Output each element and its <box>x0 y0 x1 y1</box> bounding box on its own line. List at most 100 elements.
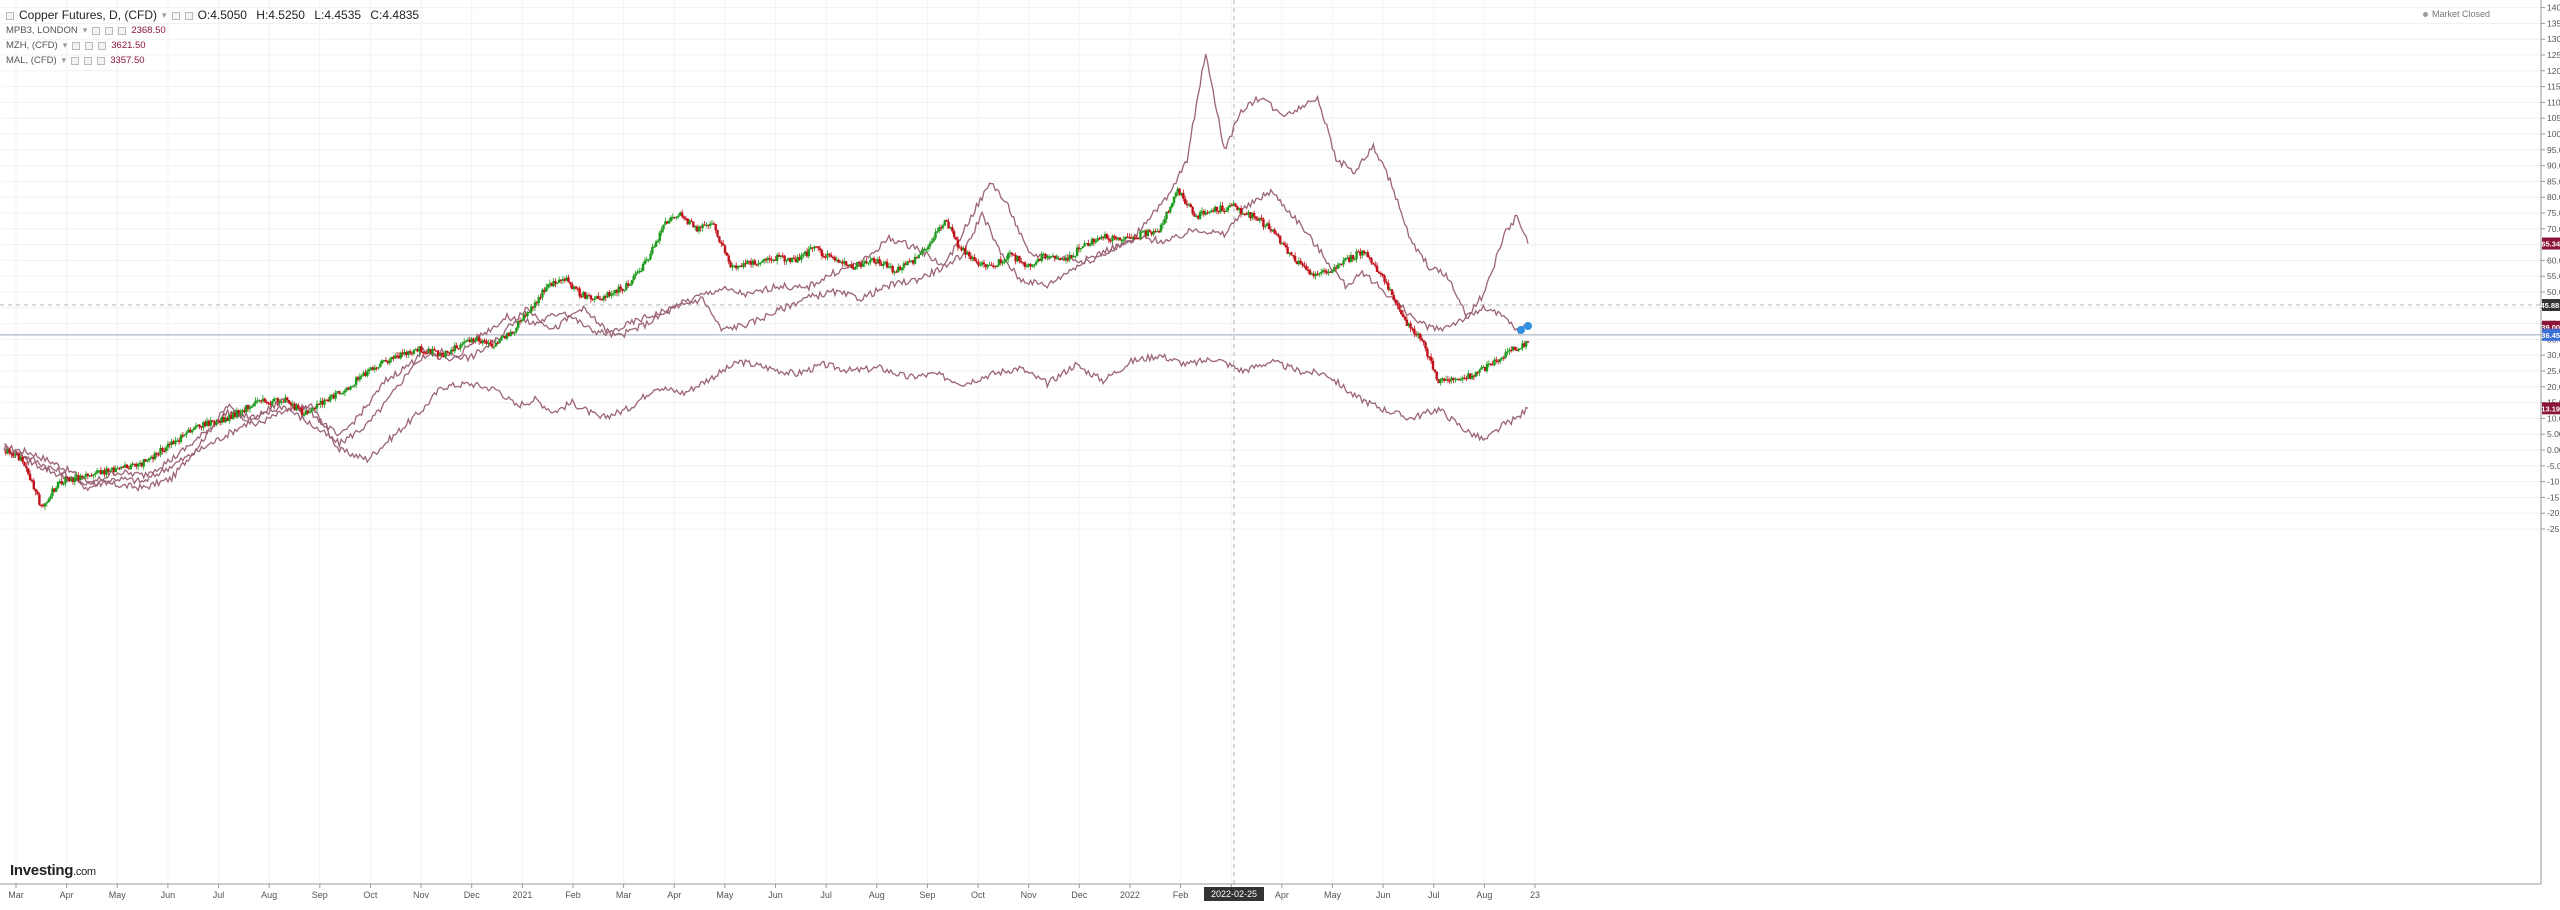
candle-body <box>591 299 594 301</box>
candle-body <box>79 475 82 481</box>
close-icon[interactable] <box>118 26 127 35</box>
candle-body <box>209 420 213 426</box>
candle-body <box>498 340 501 344</box>
candle-body <box>703 224 706 226</box>
candle-body <box>224 417 227 423</box>
candle-body <box>697 226 701 232</box>
candle-body <box>751 260 755 265</box>
candle-body <box>593 298 596 300</box>
candle-body <box>1122 239 1125 241</box>
candle-body <box>694 226 697 228</box>
collapse-icon[interactable] <box>6 11 14 20</box>
candle-body <box>1150 231 1153 235</box>
eye-icon[interactable] <box>71 56 80 65</box>
candle-body <box>921 249 924 254</box>
y-tick-label: 90.00% <box>2547 161 2560 171</box>
candle-body <box>1137 238 1140 240</box>
candle-body <box>936 231 939 233</box>
candle-body <box>202 422 205 428</box>
candle-body <box>1498 359 1502 362</box>
candle-body <box>1241 213 1245 215</box>
comparison-lines <box>3 53 1529 492</box>
candle-body <box>107 468 110 472</box>
candle-body <box>1264 225 1267 228</box>
candle-body <box>679 212 682 216</box>
investing-logo[interactable]: Investing.com <box>10 862 96 879</box>
settings-icon[interactable] <box>171 11 180 20</box>
candle-body <box>1161 223 1165 225</box>
eye-icon[interactable] <box>72 41 81 50</box>
candle-body <box>1182 192 1185 199</box>
candle-body <box>966 252 969 255</box>
settings-icon[interactable] <box>84 56 93 65</box>
settings-icon[interactable] <box>105 26 114 35</box>
candle-body <box>474 340 477 342</box>
candle-body <box>358 376 362 380</box>
candle-body <box>1482 366 1485 369</box>
candle-body <box>140 462 144 467</box>
candle-body <box>1329 271 1332 273</box>
candle-body <box>213 421 216 425</box>
candle-body <box>308 412 311 414</box>
legend-compare-row[interactable]: MZH, (CFD) ▾ 3621.50 <box>6 38 425 53</box>
candle-body <box>1383 275 1386 282</box>
candle-body <box>733 265 736 267</box>
candle-body <box>1239 208 1243 214</box>
low-value: L:4.4535 <box>314 8 362 22</box>
candle-body <box>164 447 168 451</box>
candle-body <box>261 398 265 402</box>
candle-body <box>925 248 928 251</box>
candle-body <box>565 277 568 281</box>
candle-body <box>1303 265 1306 267</box>
candle-body <box>464 340 468 343</box>
candle-body <box>1252 212 1256 217</box>
candle-body <box>990 264 993 266</box>
candle-body <box>237 410 240 414</box>
candle-body <box>1144 230 1148 237</box>
candle-body <box>17 453 21 461</box>
candle-body <box>759 262 762 264</box>
candle-body <box>861 263 865 267</box>
close-icon[interactable] <box>184 11 193 20</box>
candle-body <box>120 466 123 469</box>
y-tick-label: 125.00% <box>2547 50 2560 60</box>
close-icon[interactable] <box>98 41 107 50</box>
candle-body <box>1442 378 1446 381</box>
candle-body <box>451 349 455 352</box>
chevron-down-icon[interactable]: ▾ <box>61 55 67 65</box>
chevron-down-icon[interactable]: ▾ <box>162 10 167 20</box>
y-tick-label: 30.00% <box>2547 350 2560 360</box>
legend-compare-row[interactable]: MAL, (CFD) ▾ 3357.50 <box>6 53 425 68</box>
candle-body <box>1519 348 1522 350</box>
candle-body <box>1359 251 1362 256</box>
candle-body <box>64 477 67 484</box>
candle-body <box>1102 236 1105 239</box>
settings-icon[interactable] <box>85 41 94 50</box>
candle-body <box>90 475 93 477</box>
candle-body <box>1005 259 1008 261</box>
candle-body <box>181 435 185 437</box>
candle-body <box>185 432 188 435</box>
close-icon[interactable] <box>97 56 106 65</box>
legend-main-row[interactable]: Copper Futures, D, (CFD) ▾ O:4.5050 H:4.… <box>6 8 425 23</box>
candle-body <box>204 422 207 427</box>
candle-body <box>1357 251 1360 253</box>
candle-body <box>1247 212 1250 215</box>
candle-body <box>630 280 634 285</box>
candle-body <box>1474 372 1478 377</box>
candle-body <box>136 463 140 467</box>
candle-body <box>517 320 520 328</box>
candle-body <box>604 296 607 298</box>
candle-body <box>1176 188 1179 193</box>
candle-body <box>1526 341 1530 343</box>
legend-compare-row[interactable]: MPB3, LONDON ▾ 2368.50 <box>6 23 425 38</box>
chevron-down-icon[interactable]: ▾ <box>62 40 68 50</box>
y-tick-label: -20.00% <box>2547 508 2560 518</box>
chevron-down-icon[interactable]: ▾ <box>82 25 88 35</box>
eye-icon[interactable] <box>92 26 101 35</box>
candle-body <box>1351 255 1355 260</box>
candle-body <box>73 477 76 482</box>
y-axis: 140.00% 135.00% 130.00% 125.00% 120.00% 115.0… <box>2540 0 2560 884</box>
